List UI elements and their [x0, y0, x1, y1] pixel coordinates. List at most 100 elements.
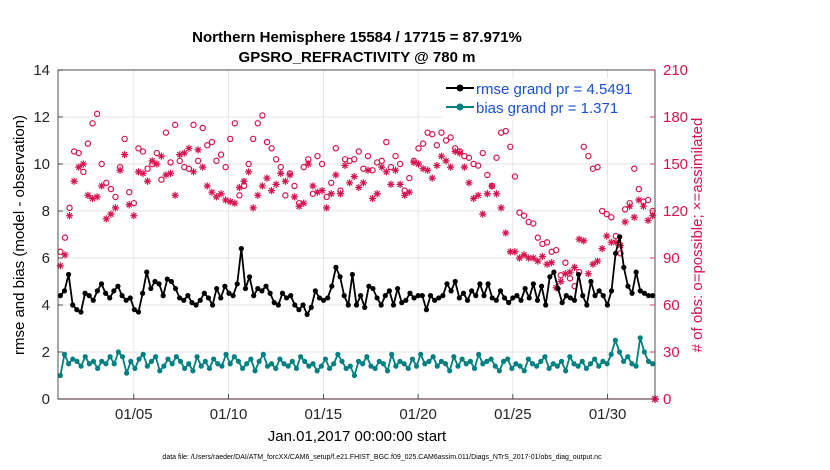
- rmse-point: [645, 293, 652, 299]
- assimilated-obs-point: [570, 263, 579, 271]
- assimilated-obs-point: [134, 168, 143, 176]
- bias-point: [546, 365, 552, 372]
- rmse-point: [267, 290, 273, 296]
- assimilated-obs-point: [382, 168, 390, 176]
- rmse-point: [514, 293, 520, 299]
- bias-point: [326, 365, 333, 372]
- assimilated-obs-point: [437, 152, 446, 160]
- rmse-point: [214, 285, 220, 292]
- bias-point: [264, 363, 271, 369]
- possible-obs-point: [419, 140, 427, 147]
- assimilated-obs-point: [639, 202, 648, 210]
- y-right-tick-label: 0: [663, 391, 671, 408]
- assimilated-obs-point: [414, 160, 423, 168]
- legend-rmse-marker: [456, 84, 464, 92]
- assimilated-obs-point: [290, 193, 299, 201]
- rmse-point: [580, 293, 586, 299]
- possible-obs-point: [465, 154, 473, 161]
- assimilated-obs-point: [424, 166, 432, 174]
- possible-obs-point: [433, 141, 441, 149]
- bias-point: [521, 368, 527, 374]
- possible-obs-point: [231, 120, 239, 127]
- assimilated-obs-point: [336, 190, 345, 198]
- possible-obs-point: [171, 121, 179, 129]
- rmse-point: [123, 297, 129, 303]
- bias-point: [567, 354, 573, 360]
- rmse-point: [271, 300, 277, 306]
- bias-point: [57, 372, 63, 379]
- assimilated-obs-point: [566, 268, 574, 276]
- assimilated-obs-point: [557, 277, 565, 286]
- possible-obs-point: [328, 179, 335, 186]
- assimilated-obs-point: [208, 188, 216, 196]
- assimilated-obs-point: [130, 212, 138, 220]
- bias-point: [641, 349, 647, 355]
- x-tick-label: 01/30: [589, 406, 627, 423]
- possible-obs-point: [323, 193, 330, 201]
- bias-point: [61, 351, 68, 357]
- rmse-point: [399, 300, 405, 306]
- bias-point: [273, 365, 279, 372]
- bias-point: [190, 368, 196, 374]
- possible-obs-point: [355, 148, 362, 155]
- bias-point: [397, 358, 403, 364]
- rmse-point: [464, 297, 471, 303]
- rmse-point: [625, 283, 631, 289]
- bias-point: [430, 354, 436, 360]
- bias-point: [103, 361, 109, 367]
- assimilated-obs-point: [304, 160, 312, 168]
- bias-point: [148, 358, 155, 364]
- rmse-point: [177, 295, 183, 301]
- possible-obs-point: [351, 156, 358, 163]
- y-right-tick-label: 30: [663, 344, 680, 361]
- possible-obs-point: [190, 121, 197, 129]
- assimilated-obs-point: [584, 270, 592, 278]
- assimilated-obs-point: [180, 149, 188, 157]
- assimilated-obs-point: [419, 165, 427, 173]
- assimilated-obs-point: [194, 146, 202, 154]
- possible-obs-point: [474, 162, 482, 169]
- y-left-tick-label: 14: [33, 62, 50, 79]
- bias-point: [74, 358, 80, 364]
- rmse-point: [325, 295, 331, 301]
- bias-point: [281, 361, 287, 367]
- rmse-point: [633, 269, 639, 275]
- rmse-point: [362, 304, 368, 310]
- rmse-point: [440, 293, 446, 299]
- rmse-point: [61, 288, 68, 294]
- assimilated-obs-point: [148, 157, 156, 165]
- legend-bias-label: bias grand pr = 1.371: [476, 100, 618, 117]
- data-file-footnote: data file: /Users/raeder/DAI/ATM_forcXX/…: [162, 454, 602, 461]
- possible-obs-point: [635, 185, 643, 193]
- assimilated-obs-point: [107, 210, 115, 218]
- possible-obs-point: [80, 168, 87, 176]
- rmse-point: [650, 293, 656, 299]
- assimilated-obs-point: [125, 201, 133, 209]
- bias-point: [405, 365, 411, 372]
- rmse-point: [374, 295, 380, 301]
- possible-obs-point: [493, 154, 500, 161]
- bias-point: [90, 358, 97, 364]
- bias-point: [132, 365, 138, 372]
- assimilated-obs-point: [93, 193, 101, 201]
- bias-point: [186, 361, 192, 367]
- assimilated-obs-point: [515, 254, 524, 262]
- bias-point: [612, 337, 618, 343]
- bias-point: [422, 361, 428, 367]
- bias-point: [409, 356, 416, 362]
- rmse-point: [559, 300, 565, 306]
- assimilated-obs-point: [428, 174, 436, 182]
- rmse-point: [275, 302, 281, 308]
- possible-obs-point: [121, 135, 128, 143]
- y-left-tick-label: 8: [42, 203, 50, 220]
- bias-point: [650, 361, 656, 367]
- bias-point: [355, 358, 362, 364]
- bias-point: [525, 356, 531, 362]
- assimilated-obs-point: [309, 182, 317, 190]
- assimilated-obs-point: [281, 177, 289, 185]
- possible-obs-point: [507, 143, 514, 150]
- possible-obs-point: [429, 131, 436, 138]
- possible-obs-point: [268, 145, 275, 152]
- rmse-point: [571, 297, 578, 303]
